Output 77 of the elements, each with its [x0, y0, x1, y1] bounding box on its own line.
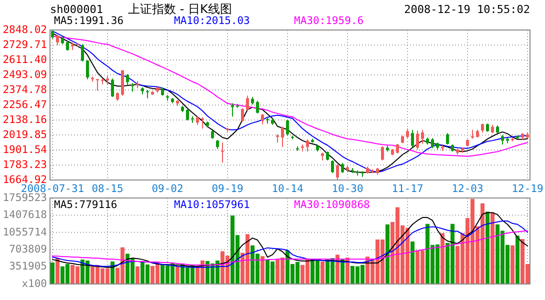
candlestick — [186, 108, 189, 121]
candlestick — [421, 129, 424, 144]
y-tick-label: 1759523 — [2, 192, 47, 204]
y-tick-label: 2493.09 — [2, 68, 47, 81]
x-tick-label: 12-19 — [512, 183, 544, 195]
y-tick-label: 1407618 — [2, 209, 47, 222]
bar — [516, 236, 520, 284]
text: MA10:2015.03 — [174, 15, 250, 27]
y-tick-label: 2256.47 — [2, 98, 47, 111]
bar — [56, 258, 60, 284]
x-tick-label: 11-17 — [392, 183, 424, 195]
bar — [486, 212, 490, 284]
y-tick-label: 2729.71 — [2, 38, 47, 51]
candlestick — [56, 34, 59, 46]
candlestick — [331, 160, 334, 174]
candlestick — [256, 100, 259, 114]
bar — [510, 245, 514, 284]
candlestick — [406, 128, 409, 139]
bar — [410, 241, 414, 284]
candlestick — [86, 60, 89, 80]
text: 2008-12-19 10:55:02 — [404, 3, 530, 16]
bar — [440, 233, 444, 284]
x-tick-label: 10-30 — [332, 183, 364, 195]
candlestick — [306, 138, 309, 152]
text: MA5:779116 — [54, 199, 118, 211]
bar — [176, 266, 180, 284]
candlestick — [381, 146, 384, 161]
x-tick-label: 08-15 — [92, 183, 124, 195]
candlestick — [231, 102, 234, 118]
x-tick-label: 09-19 — [212, 183, 244, 195]
y-tick-label: 1055714 — [2, 226, 47, 238]
y-tick-label: 351905 — [9, 260, 47, 273]
bar — [320, 262, 324, 284]
line-series — [52, 230, 528, 266]
y-tick-label: 1783.23 — [2, 158, 47, 171]
chart-title: 上证指数 - 日K线图 — [128, 2, 232, 16]
candlestick — [261, 114, 264, 125]
series-label: MA5:1991.36 — [54, 15, 124, 27]
y-tick-label: 2848.02 — [2, 24, 47, 36]
candlestick — [431, 138, 434, 149]
x-tick-label: 09-02 — [152, 183, 184, 195]
x-tick-label: 12-03 — [452, 183, 484, 195]
y-tick-label: 1901.54 — [2, 144, 47, 156]
candlestick — [411, 129, 414, 148]
candlestick — [111, 78, 114, 98]
y-tick-label: 2138.16 — [2, 114, 47, 126]
candlestick — [286, 119, 289, 136]
candlestick — [416, 130, 419, 150]
candlestick — [246, 95, 249, 111]
y-tick-label: 703809 — [9, 243, 47, 256]
candlestick — [446, 132, 449, 145]
candlestick — [96, 78, 99, 92]
candlestick — [201, 116, 204, 130]
candlestick — [396, 143, 399, 154]
candlestick — [336, 164, 339, 180]
text: MA30:1090868 — [294, 199, 370, 211]
bar — [136, 266, 140, 284]
x-tick-label: 10-14 — [272, 183, 304, 195]
candlestick — [241, 108, 244, 122]
candlestick — [126, 74, 129, 86]
bar — [260, 256, 264, 284]
candlestick — [281, 126, 284, 148]
bar — [386, 224, 390, 284]
candlestick — [341, 162, 344, 174]
y-tick-label: 2019.85 — [2, 128, 47, 141]
y-tick-label: 2611.40 — [2, 54, 47, 66]
candlestick — [81, 44, 84, 62]
y-tick-label: 2374.78 — [2, 84, 47, 96]
candlestick — [501, 134, 504, 145]
candlestick — [221, 142, 224, 164]
chart-subtitle: sh000001 — [50, 3, 103, 16]
text: MA30:1959.6 — [294, 15, 364, 27]
y-tick-label: x100 — [22, 278, 47, 290]
bar — [50, 262, 54, 284]
bar — [490, 212, 494, 284]
text: MA10:1057961 — [174, 199, 250, 211]
candlestick — [66, 40, 69, 52]
